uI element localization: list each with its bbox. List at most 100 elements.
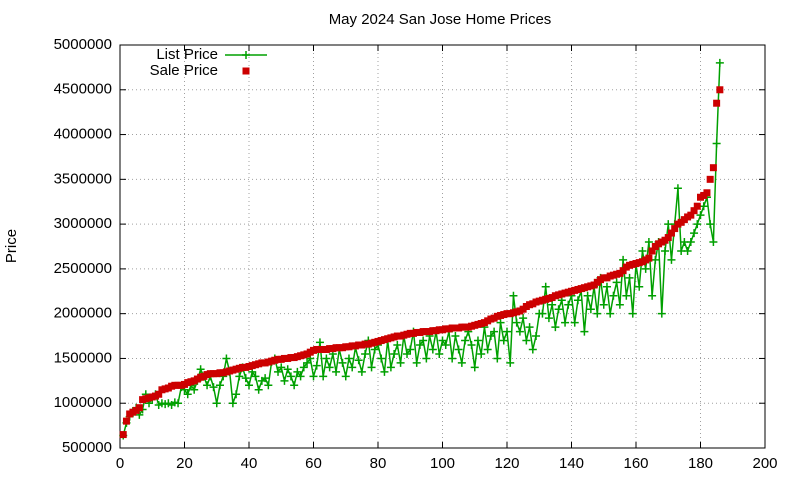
- list-price-marker: [222, 354, 231, 363]
- list-price-marker: [490, 327, 499, 336]
- list-price-marker: [612, 278, 621, 287]
- list-price-marker: [332, 367, 341, 376]
- list-price-marker: [312, 361, 321, 370]
- list-price-marker: [586, 305, 595, 314]
- y-tick-label: 2000000: [54, 305, 112, 322]
- list-price-line: [122, 62, 721, 436]
- list-price-marker: [506, 358, 515, 367]
- x-tick-label: 60: [305, 455, 322, 472]
- x-tick-label: 120: [494, 455, 519, 472]
- list-price-marker: [319, 372, 328, 381]
- sale-price-marker: [645, 254, 653, 262]
- y-tick-label: 2500000: [54, 260, 112, 277]
- list-price-marker: [573, 296, 582, 305]
- list-price-marker: [370, 345, 379, 354]
- sale-price-marker: [703, 189, 711, 197]
- list-price-marker: [277, 363, 286, 372]
- y-tick-label: 1500000: [54, 349, 112, 366]
- x-tick-label: 180: [688, 455, 713, 472]
- sale-price-marker: [706, 175, 714, 183]
- list-price-marker: [644, 238, 653, 247]
- list-price-marker: [286, 372, 295, 381]
- sale-price-marker: [713, 99, 721, 107]
- sale-price-marker: [716, 86, 724, 94]
- list-price-marker: [541, 282, 550, 291]
- list-price-marker: [551, 323, 560, 332]
- list-price-marker: [190, 385, 199, 394]
- list-price-marker: [245, 381, 253, 390]
- list-price-marker: [393, 341, 402, 350]
- list-price-marker: [341, 372, 350, 381]
- list-price-marker: [232, 390, 241, 399]
- list-price-marker: [290, 381, 299, 390]
- list-price-marker: [599, 300, 608, 309]
- list-price-marker: [628, 309, 637, 318]
- list-price-marker: [615, 300, 624, 309]
- list-price-marker: [512, 318, 521, 327]
- list-price-marker: [561, 318, 570, 327]
- list-price-marker: [522, 336, 531, 345]
- list-price-marker: [473, 336, 482, 345]
- legend-label: List Price: [156, 46, 218, 63]
- list-price-marker: [706, 220, 715, 229]
- list-price-marker: [532, 332, 541, 341]
- list-price-marker: [619, 255, 628, 264]
- y-tick-label: 5000000: [54, 36, 112, 53]
- list-price-marker: [493, 354, 502, 363]
- list-price-marker: [390, 349, 399, 358]
- x-tick-label: 160: [623, 455, 648, 472]
- list-price-marker: [283, 365, 292, 374]
- list-price-marker: [212, 399, 221, 408]
- legend-label: Sale Price: [150, 62, 218, 79]
- list-price-marker: [299, 363, 308, 372]
- y-tick-label: 1000000: [54, 394, 112, 411]
- list-price-marker: [635, 282, 644, 291]
- list-price-marker: [515, 327, 524, 336]
- list-price-marker: [183, 390, 192, 399]
- sale-price-marker: [155, 390, 163, 398]
- list-price-marker: [380, 367, 389, 376]
- sale-price-marker: [671, 225, 679, 233]
- sale-price-marker: [687, 211, 695, 219]
- plot-frame: [119, 44, 766, 449]
- list-price-marker: [315, 338, 324, 347]
- list-price-marker: [538, 309, 547, 318]
- list-price-marker: [686, 238, 695, 247]
- list-price-marker: [667, 255, 676, 264]
- list-price-marker: [357, 367, 366, 376]
- x-tick-label: 0: [116, 455, 124, 472]
- list-price-marker: [690, 229, 699, 238]
- list-price-marker: [454, 345, 463, 354]
- list-price-marker: [354, 356, 363, 365]
- y-tick-label: 3000000: [54, 215, 112, 232]
- list-price-marker: [693, 220, 702, 229]
- list-price-marker: [386, 363, 395, 372]
- list-price-marker: [503, 327, 511, 336]
- list-price-marker: [548, 300, 557, 309]
- list-price-marker: [254, 385, 263, 394]
- list-price-marker: [377, 354, 386, 363]
- list-price-marker: [303, 358, 312, 367]
- list-price-marker: [228, 399, 237, 408]
- list-price-marker: [564, 300, 573, 309]
- list-price-marker: [648, 291, 657, 300]
- y-tick-label: 500000: [62, 439, 112, 456]
- list-price-marker: [403, 349, 412, 358]
- list-price-marker: [499, 336, 508, 345]
- list-price-marker: [496, 318, 505, 327]
- list-price-marker: [457, 358, 466, 367]
- sale-price-marker: [648, 247, 656, 255]
- sale-price-marker: [135, 404, 143, 412]
- list-price-marker: [435, 349, 444, 358]
- list-price-marker: [673, 184, 682, 193]
- list-price-marker: [467, 341, 476, 350]
- list-price-marker: [683, 246, 692, 255]
- list-price-marker: [583, 291, 592, 300]
- list-price-marker: [396, 358, 405, 367]
- list-price-marker: [428, 345, 437, 354]
- x-tick-label: 140: [559, 455, 584, 472]
- list-price-marker: [712, 139, 721, 148]
- x-tick-label: 40: [241, 455, 258, 472]
- list-price-marker: [415, 341, 424, 350]
- y-tick-label: 4500000: [54, 81, 112, 98]
